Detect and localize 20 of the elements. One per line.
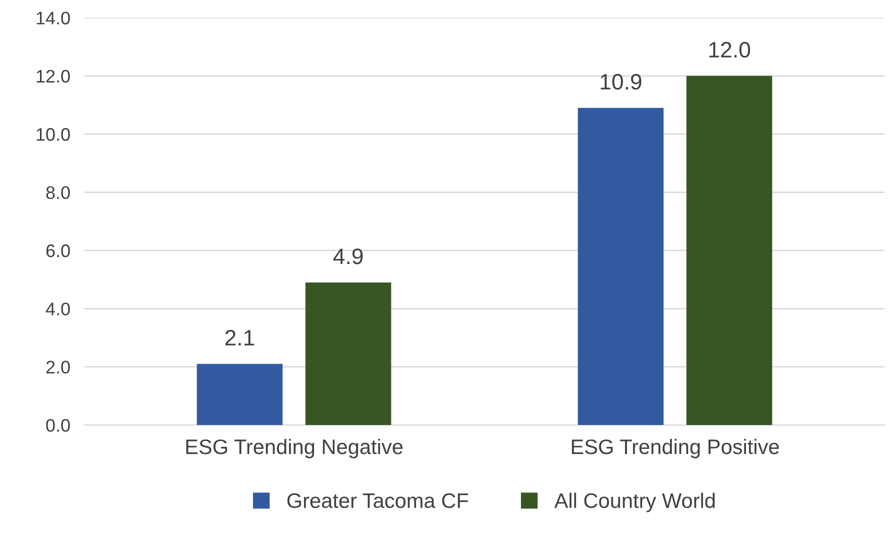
y-tick-label: 10.0 <box>36 128 70 141</box>
y-tick-label: 14.0 <box>36 12 70 24</box>
x-tick-label: ESG Trending Negative <box>186 438 403 458</box>
y-tick-label: 8.0 <box>46 186 70 200</box>
y-tick-label: 2.0 <box>46 360 70 374</box>
bar <box>305 282 392 426</box>
bar <box>196 364 283 426</box>
y-tick-label: 0.0 <box>46 418 70 432</box>
bar <box>686 76 772 426</box>
bar <box>578 108 664 426</box>
text: 10.9 <box>600 74 642 90</box>
legend-label: Greater Tacoma CF <box>287 493 468 508</box>
y-tick-label: 12.0 <box>36 70 70 83</box>
text: 12.0 <box>709 42 750 58</box>
x-tick-label: ESG Trending Positive <box>572 438 779 458</box>
y-tick-label: 6.0 <box>46 244 70 258</box>
text: 4.9 <box>333 248 363 264</box>
y-tick-label: 4.0 <box>46 302 70 316</box>
text: 2.1 <box>225 330 254 346</box>
legend-label: All Country World <box>554 492 715 512</box>
